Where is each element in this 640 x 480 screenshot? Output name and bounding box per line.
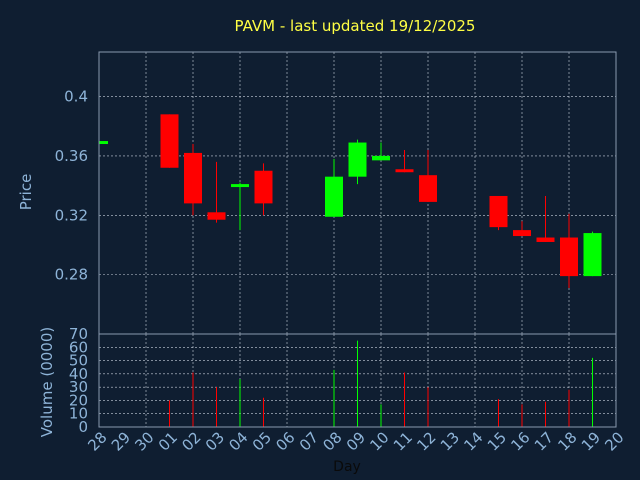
candle-body — [99, 141, 108, 145]
candle-05 — [254, 163, 273, 216]
volume-plot-frame — [98, 333, 617, 428]
candle-08 — [325, 158, 343, 217]
price-y-tick: 0.28 — [55, 266, 88, 284]
chart-title: PAVM - last updated 19/12/2025 — [235, 17, 476, 35]
volume-y-tick: 20 — [69, 391, 88, 409]
candle-body — [513, 230, 531, 237]
volume-y-tick: 10 — [69, 405, 88, 423]
candle-09 — [348, 139, 367, 185]
candle-body — [348, 142, 367, 177]
candle-body — [231, 184, 249, 188]
price-y-tick: 0.4 — [64, 88, 88, 106]
candle-18 — [560, 213, 578, 288]
candle-28 — [98, 141, 108, 145]
volume-y-tick: 50 — [69, 352, 88, 370]
volume-bars — [169, 340, 593, 427]
candle-11 — [395, 149, 414, 173]
candle-body — [184, 152, 202, 204]
candle-01 — [160, 114, 179, 168]
candle-body — [207, 212, 226, 220]
candle-15 — [489, 195, 508, 231]
price-y-tick-labels: 0.4 0.36 0.32 0.28 — [55, 88, 88, 284]
candle-body — [395, 169, 414, 173]
candle-body — [489, 195, 508, 228]
candle-body — [560, 237, 578, 277]
candle-17 — [536, 195, 555, 242]
price-y-tick: 0.32 — [55, 206, 88, 224]
candle-body — [372, 155, 390, 161]
candle-19 — [583, 231, 602, 277]
volume-y-tick: 60 — [69, 338, 88, 356]
price-y-tick: 0.36 — [55, 147, 88, 165]
candle-03 — [207, 161, 226, 223]
candle-16 — [513, 221, 531, 237]
candle-02 — [184, 144, 202, 216]
volume-y-tick: 70 — [69, 325, 88, 343]
candle-body — [160, 114, 179, 168]
price-axis-label: Price — [17, 174, 35, 211]
volume-y-tick: 30 — [69, 378, 88, 396]
volume-y-tick: 0 — [78, 418, 88, 436]
candle-12 — [419, 149, 437, 202]
price-candles — [98, 114, 602, 288]
candle-10 — [372, 142, 390, 161]
volume-axis-label: Volume (0000) — [38, 327, 56, 437]
x-axis-label: Day — [333, 459, 361, 475]
x-tick-labels: 2829300102030405060708091011121314151617… — [84, 428, 627, 454]
candle-body — [419, 175, 437, 202]
volume-y-tick: 40 — [69, 365, 88, 383]
candle-body — [254, 170, 273, 204]
candle-body — [536, 237, 555, 242]
candle-04 — [231, 182, 249, 231]
candle-body — [583, 233, 602, 277]
candle-body — [325, 176, 343, 217]
